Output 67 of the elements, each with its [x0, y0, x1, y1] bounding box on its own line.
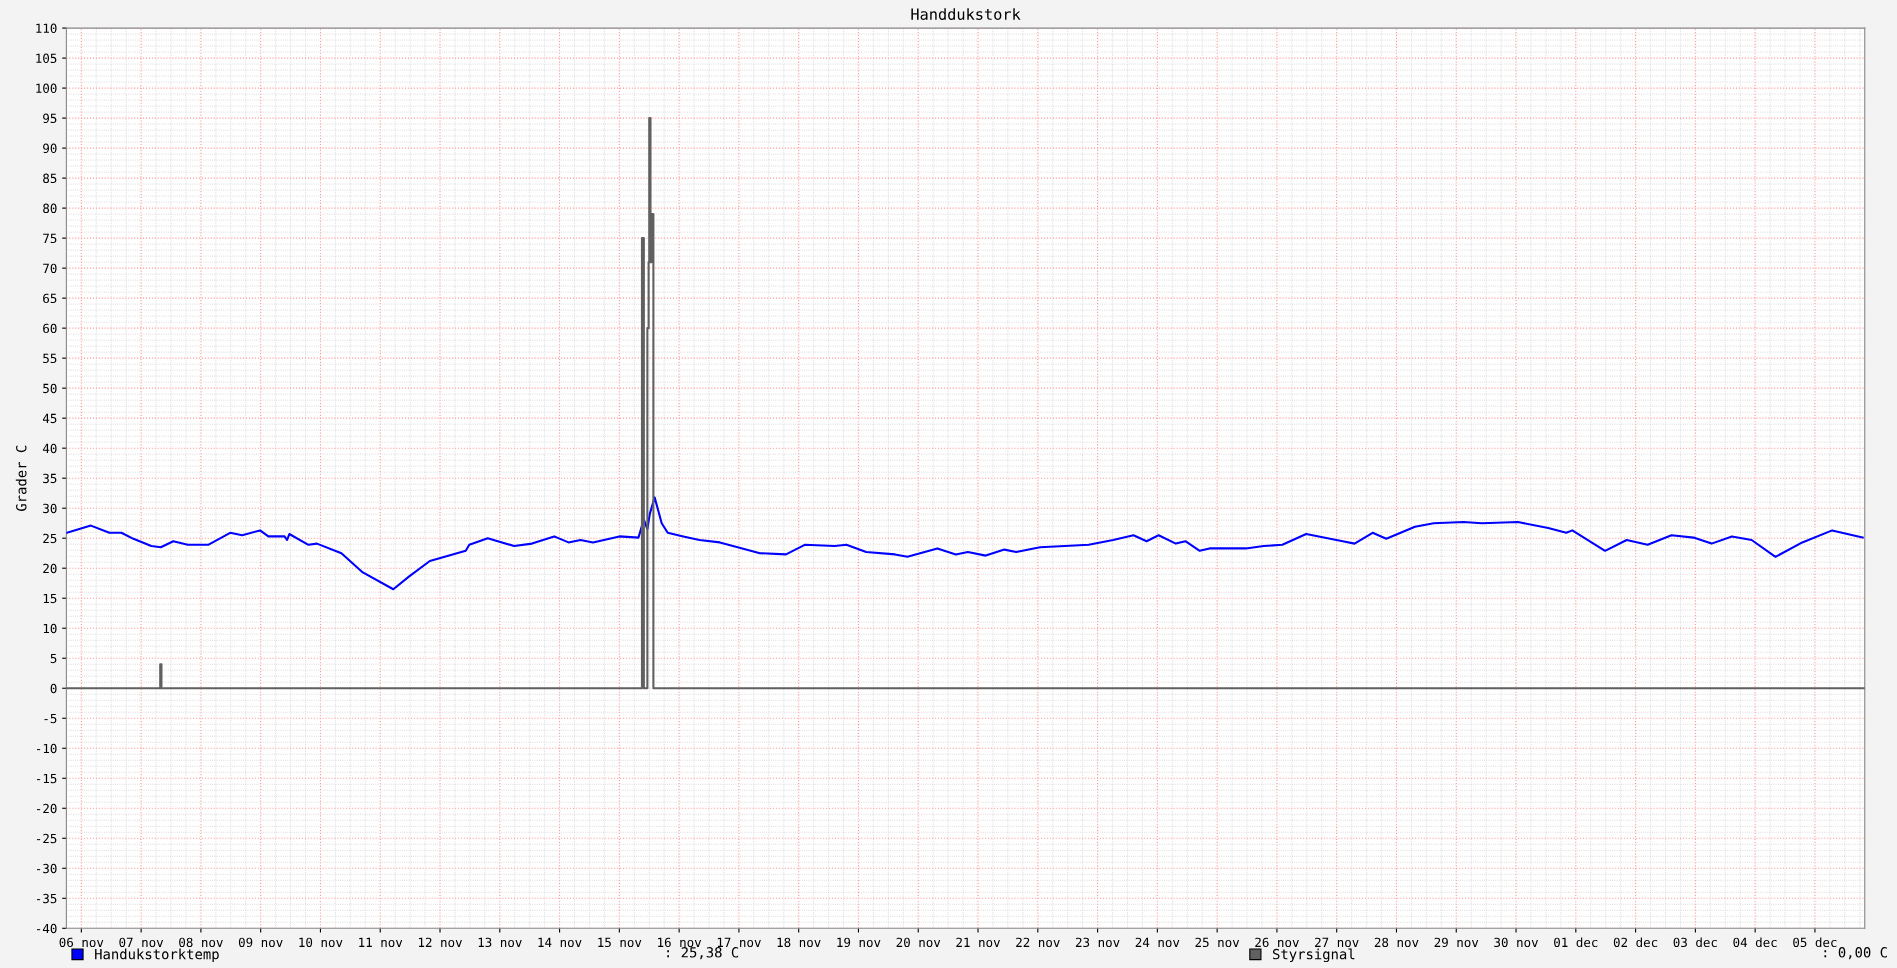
x-tick-label: 25 nov [1195, 937, 1240, 948]
x-tick-label: 09 nov [238, 937, 283, 948]
x-tick-label: 04 dec [1733, 937, 1777, 948]
x-tick-label: 13 nov [478, 937, 522, 948]
x-tick-label: 03 dec [1673, 937, 1717, 948]
y-tick-label: -10 [36, 743, 57, 754]
legend-label: Styrsignal [1272, 948, 1355, 963]
chart-title: Handdukstork [911, 8, 1021, 20]
y-tick-label: -5 [44, 713, 57, 724]
y-tick-label: -20 [36, 803, 57, 814]
y-tick-label: 75 [43, 233, 57, 244]
y-tick-label: -25 [36, 833, 57, 844]
y-tick-label: 80 [43, 203, 57, 214]
y-tick-label: 10 [43, 623, 57, 634]
x-tick-label: 23 nov [1075, 937, 1120, 948]
x-tick-label: 15 nov [598, 937, 642, 948]
y-axis-title: Grader C [15, 445, 27, 511]
x-tick-label: 20 nov [896, 937, 941, 948]
x-tick-label: 30 nov [1494, 937, 1539, 948]
y-tick-label: 105 [36, 53, 57, 64]
y-tick-label: 40 [42, 443, 57, 454]
y-tick-label: 50 [43, 383, 57, 394]
y-tick-label: 110 [36, 23, 57, 34]
x-tick-label: 01 dec [1554, 937, 1598, 948]
y-tick-label: -40 [36, 923, 57, 934]
y-tick-label: 5 [50, 653, 57, 664]
x-tick-label: 27 nov [1315, 937, 1359, 948]
x-tick-label: 14 nov [538, 937, 582, 948]
x-tick-label: 05 dec [1793, 937, 1837, 948]
y-tick-label: 30 [43, 503, 57, 514]
y-tick-label: 90 [43, 143, 57, 154]
y-tick-label: 65 [43, 293, 57, 304]
y-tick-label: 25 [43, 533, 57, 544]
y-tick-label: 100 [36, 83, 57, 94]
y-tick-label: 45 [42, 413, 57, 424]
x-tick-label: 18 nov [777, 937, 821, 948]
y-tick-label: 20 [43, 563, 57, 574]
y-tick-label: 15 [43, 593, 57, 604]
y-tick-label: 55 [43, 353, 57, 364]
y-tick-label: 95 [43, 113, 57, 124]
y-tick-label: -30 [36, 863, 57, 874]
x-tick-label: 22 nov [1016, 937, 1060, 948]
x-tick-label: 10 nov [299, 937, 343, 948]
x-tick-label: 17 nov [717, 937, 761, 948]
y-tick-label: 85 [43, 173, 57, 184]
x-tick-label: 24 nov [1135, 937, 1180, 948]
x-tick-label: 21 nov [956, 937, 1000, 948]
x-tick-label: 26 nov [1255, 937, 1299, 948]
legend-label: Handukstorktemp [95, 948, 219, 963]
x-tick-label: 19 nov [837, 937, 881, 948]
x-tick-label: 02 dec [1613, 937, 1658, 948]
y-tick-label: 70 [43, 263, 57, 274]
y-tick-label: 60 [43, 323, 57, 334]
x-tick-label: 08 nov [179, 937, 223, 948]
x-tick-label: 29 nov [1434, 937, 1479, 948]
y-tick-label: 0 [50, 683, 57, 694]
x-tick-label: 12 nov [418, 937, 462, 948]
text: : 0,00 C [1824, 947, 1887, 960]
x-tick-label: 16 nov [658, 937, 702, 948]
x-tick-label: 11 nov [359, 937, 403, 948]
y-tick-label: -15 [36, 773, 57, 784]
x-tick-label: 28 nov [1374, 937, 1419, 948]
text: : 25,38 C [667, 947, 739, 960]
x-tick-label: 06 nov [59, 937, 104, 948]
y-tick-label: 35 [43, 473, 57, 484]
x-tick-label: 07 nov [119, 937, 164, 948]
y-tick-label: -35 [36, 893, 57, 904]
